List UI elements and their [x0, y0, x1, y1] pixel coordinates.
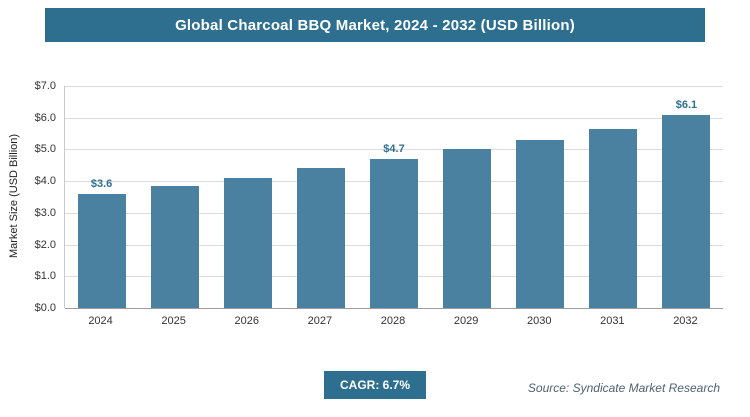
x-tick-label: 2024 [88, 315, 113, 327]
bar-2032 [662, 114, 711, 308]
bar-slot: $6.1 [650, 86, 723, 308]
bar-2024 [77, 193, 126, 308]
y-tick-label: $1.0 [34, 270, 56, 283]
bar-2029 [443, 149, 492, 308]
x-tick-label: 2030 [526, 315, 552, 327]
bar-slot [431, 86, 504, 308]
x-tick-label: 2032 [673, 315, 698, 327]
x-tick-label: 2027 [307, 315, 333, 327]
plot-area: $3.6 $4.7 $6.1 [64, 86, 723, 309]
chart-title-bar: Global Charcoal BBQ Market, 2024 - 2032 … [45, 8, 705, 42]
y-tick-label: $4.0 [34, 175, 56, 188]
bar-slot: $4.7 [357, 86, 430, 308]
bar-2028 [369, 158, 418, 308]
bar-series: $3.6 $4.7 $6.1 [65, 86, 723, 308]
bar-value-label: $3.6 [90, 177, 113, 190]
chart-title: Global Charcoal BBQ Market, 2024 - 2032 … [175, 16, 575, 34]
bar-slot [577, 86, 650, 308]
bar-slot [284, 86, 357, 308]
bar-2027 [296, 168, 345, 308]
bar-value-label: $4.7 [383, 142, 405, 155]
cagr-badge: CAGR: 6.7% [323, 371, 427, 399]
x-axis-line [65, 308, 723, 309]
bar-2025 [150, 185, 199, 308]
bar-slot: $3.6 [65, 86, 138, 308]
y-tick-label: $5.0 [34, 143, 56, 156]
x-tick-label: 2031 [600, 315, 625, 327]
gridline [65, 149, 723, 151]
y-tick-label: $2.0 [34, 238, 56, 251]
bar-2026 [223, 177, 272, 308]
source-text: Source: Syndicate Market Research [527, 381, 720, 395]
bar-slot [504, 86, 577, 308]
bar-value-label: $6.1 [675, 98, 698, 111]
y-tick-label: $7.0 [34, 80, 56, 92]
bar-slot [211, 86, 284, 308]
x-tick-label: 2025 [161, 315, 186, 327]
y-axis-ticks: $0.0 $1.0 $2.0 $3.0 $4.0 $5.0 $6.0 $7.0 [16, 80, 56, 314]
y-tick-label: $6.0 [34, 111, 56, 124]
x-tick-label: 2026 [234, 315, 260, 327]
y-tick-label: $3.0 [34, 206, 56, 219]
x-tick-label: 2029 [453, 315, 479, 327]
gridline [65, 86, 723, 87]
bar-2031 [589, 128, 638, 308]
x-tick-label: 2028 [380, 315, 406, 327]
bar-2030 [516, 139, 565, 308]
x-axis-ticks: 2024 2025 2026 2027 2028 2029 2030 2031 2032 [64, 315, 722, 327]
gridline [65, 117, 723, 119]
bar-slot [138, 86, 211, 308]
y-tick-label: $0.0 [34, 302, 56, 314]
